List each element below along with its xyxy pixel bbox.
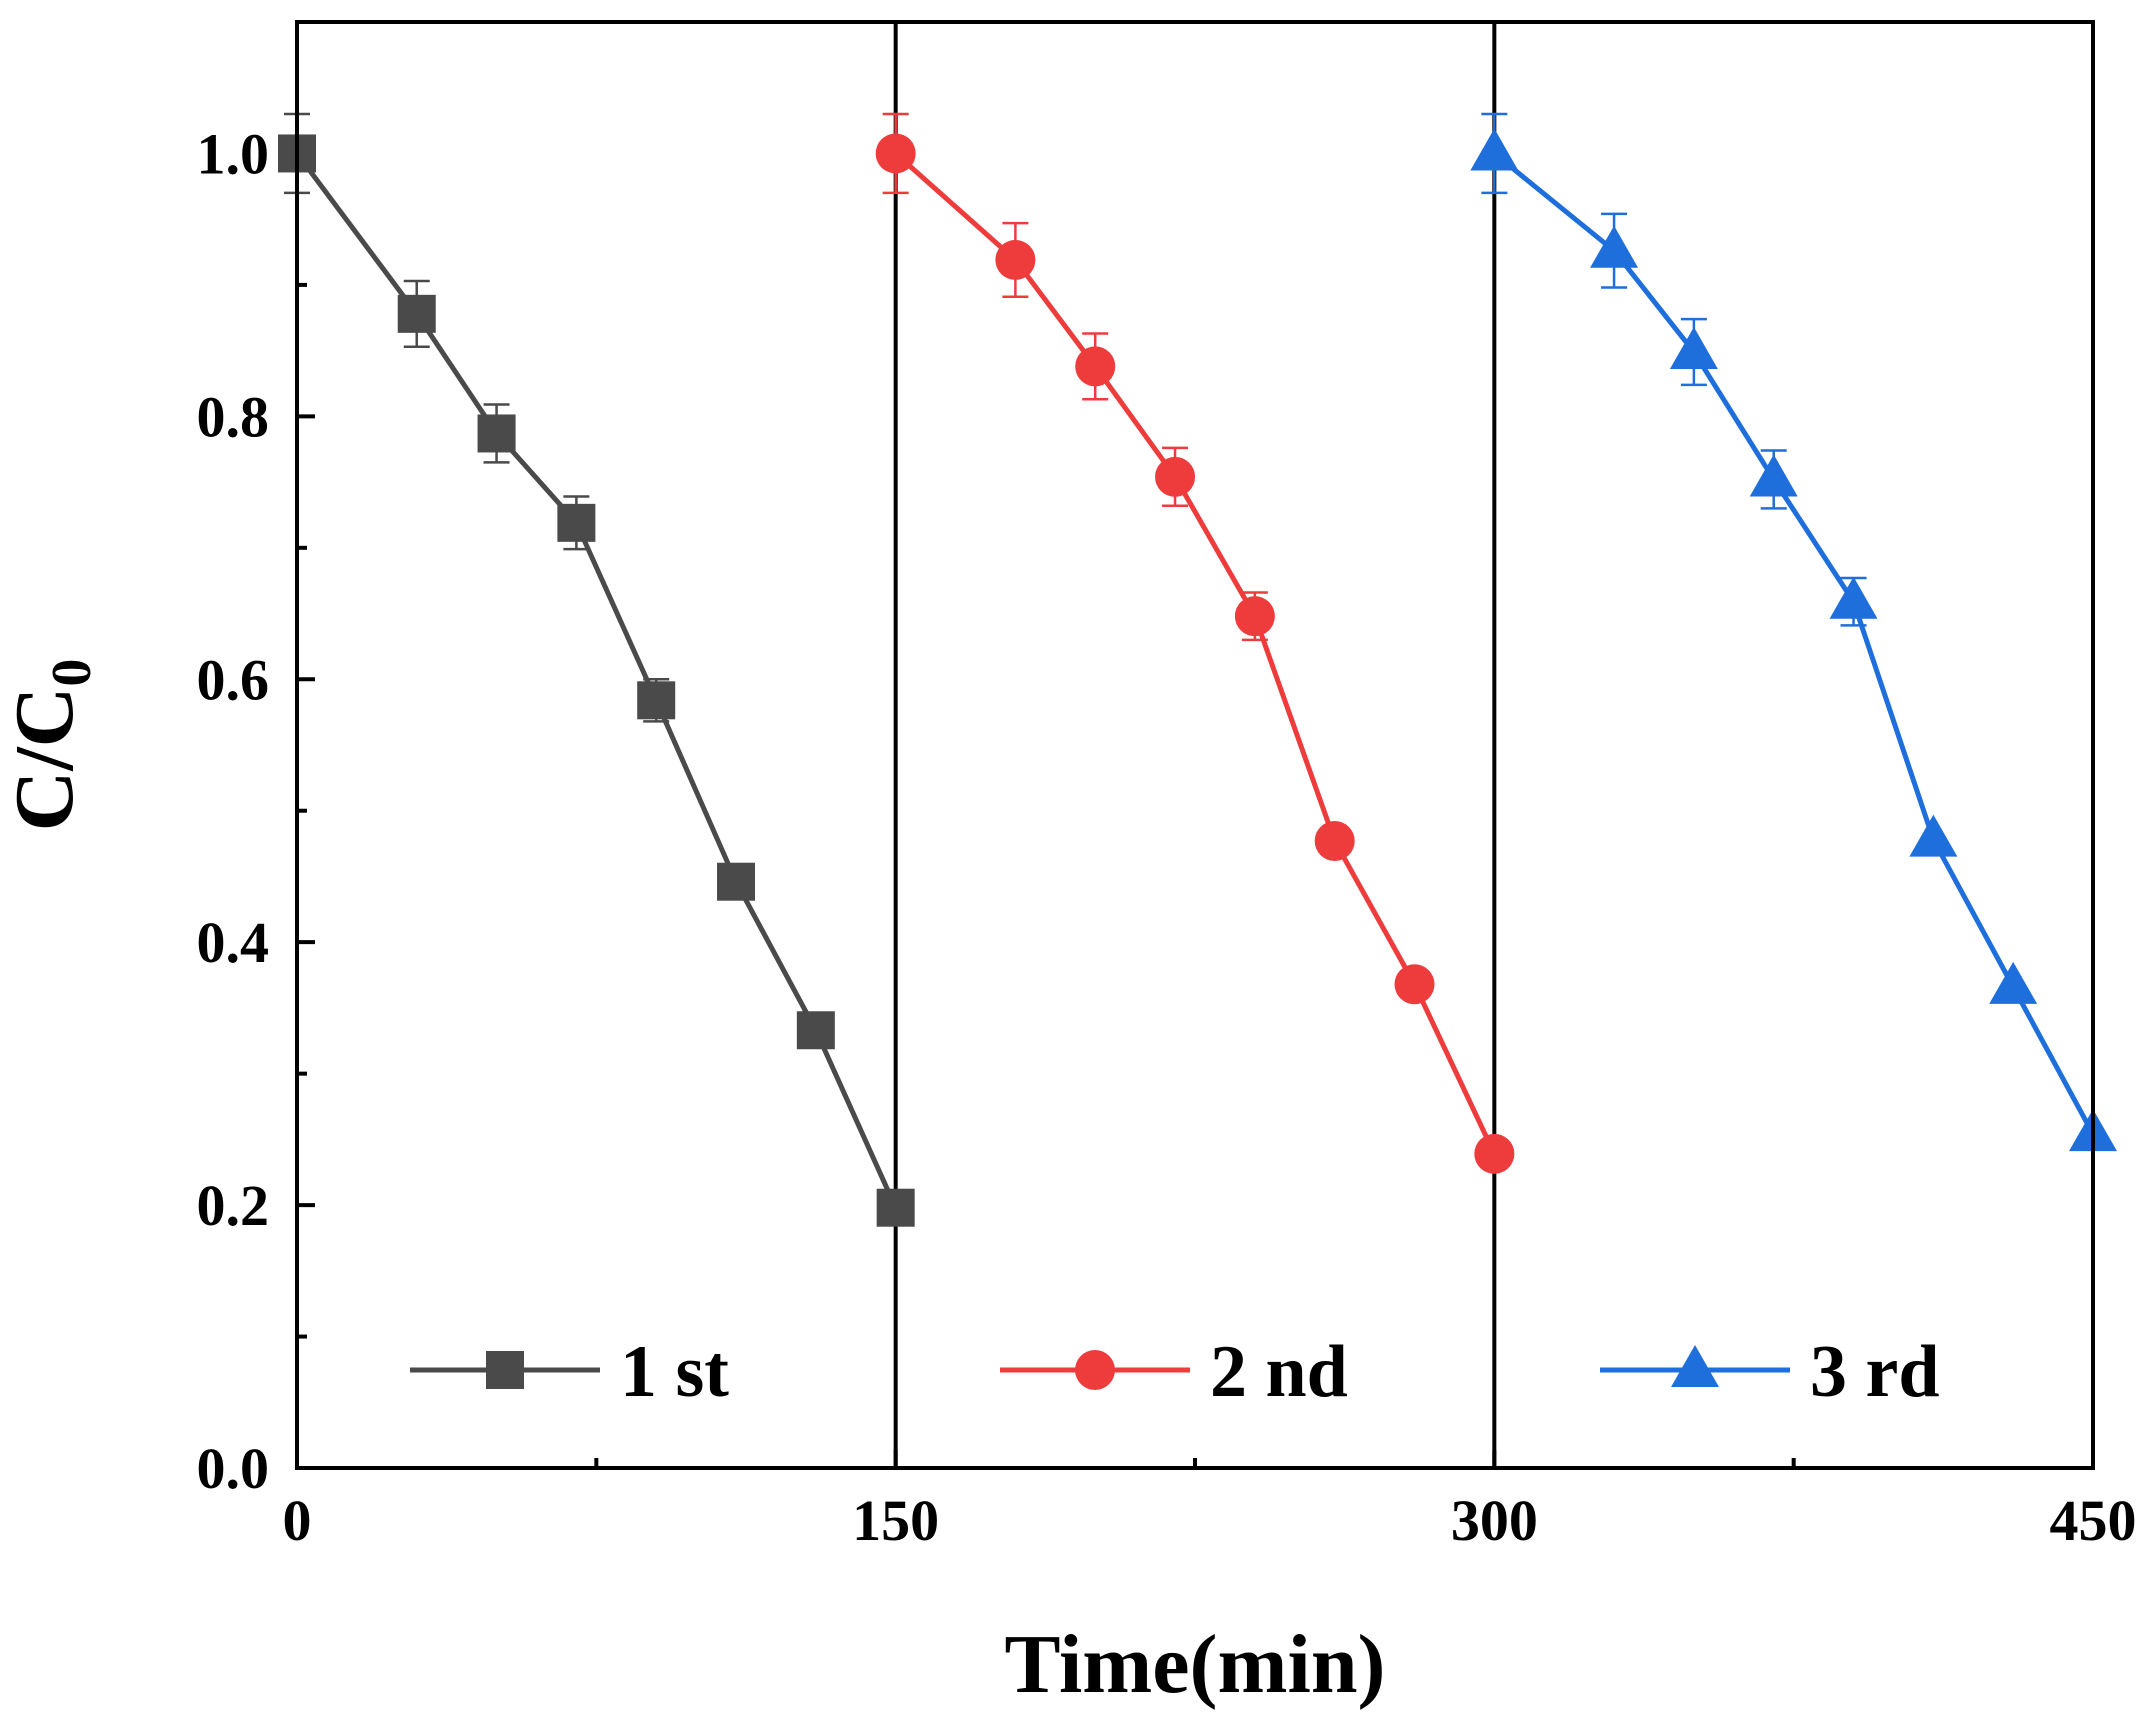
legend-entry-2-nd: 2 nd (1000, 1331, 1348, 1413)
data-point-3-rd (1470, 128, 1519, 171)
data-point-2-nd (1234, 596, 1275, 637)
x-axis-title: Time(min) (1004, 1618, 1385, 1711)
data-point-1-st (557, 503, 596, 542)
data-point-1-st (637, 681, 676, 720)
data-point-2-nd (1394, 964, 1435, 1005)
data-point-3-rd (1989, 961, 2038, 1004)
y-tick-label: 0.6 (197, 647, 270, 712)
legend-label: 2 nd (1210, 1331, 1348, 1413)
data-point-1-st (796, 1011, 835, 1050)
data-point-2-nd (875, 133, 916, 174)
data-point-1-st (397, 294, 436, 333)
y-axis-title-subscript: 0 (41, 659, 103, 687)
x-tick-label: 450 (2050, 1488, 2137, 1553)
data-point-1-st (717, 862, 756, 901)
series-line-2-nd (894, 151, 1497, 1155)
legend-label: 3 rd (1810, 1331, 1940, 1413)
data-point-1-st (876, 1188, 915, 1227)
y-tick-label: 0.0 (197, 1436, 270, 1501)
legend-marker (1075, 1350, 1115, 1390)
y-tick-label: 0.4 (197, 910, 270, 975)
plot-frame (295, 20, 2095, 1470)
data-point-2-nd (1075, 346, 1116, 387)
x-tick-label: 0 (283, 1488, 312, 1553)
y-tick-label: 1.0 (197, 121, 270, 186)
data-point-3-rd (1669, 326, 1718, 369)
data-point-3-rd (1829, 576, 1878, 619)
data-point-2-nd (995, 239, 1036, 280)
cycle-dividers (893, 22, 1497, 1468)
x-tick-label: 300 (1451, 1488, 1538, 1553)
tick-labels: 0 150 300 450 0.0 0.2 0.4 0.6 0.8 1.0 (197, 121, 2137, 1553)
legend-entry-1-st: 1 st (410, 1331, 729, 1413)
y-tick-label: 0.2 (197, 1173, 270, 1238)
data-point-2-nd (1314, 820, 1355, 861)
y-axis-title: C/C0 (0, 659, 103, 832)
series-2-nd (875, 112, 1515, 1174)
legend-marker (486, 1351, 524, 1389)
data-point-3-rd (1909, 814, 1958, 857)
legend-marker (1671, 1345, 1719, 1387)
data-point-2-nd (1155, 456, 1196, 497)
y-axis-title-main: C/C (0, 687, 91, 832)
axis-ticks (295, 151, 2095, 1470)
series-1-st (278, 112, 915, 1227)
series-line-1-st (294, 151, 898, 1209)
legend: 1 st 2 nd 3 rd (410, 1331, 1940, 1413)
data-point-2-nd (1474, 1133, 1515, 1174)
series-3-rd (1470, 112, 2117, 1152)
data-point-1-st (477, 414, 516, 453)
legend-entry-3-rd: 3 rd (1600, 1331, 1940, 1413)
data-point-3-rd (1749, 454, 1798, 497)
data-point-3-rd (1590, 225, 1639, 268)
legend-label: 1 st (620, 1331, 729, 1413)
x-tick-label: 150 (852, 1488, 939, 1553)
series-layer (278, 112, 2117, 1227)
y-tick-label: 0.8 (197, 384, 270, 449)
